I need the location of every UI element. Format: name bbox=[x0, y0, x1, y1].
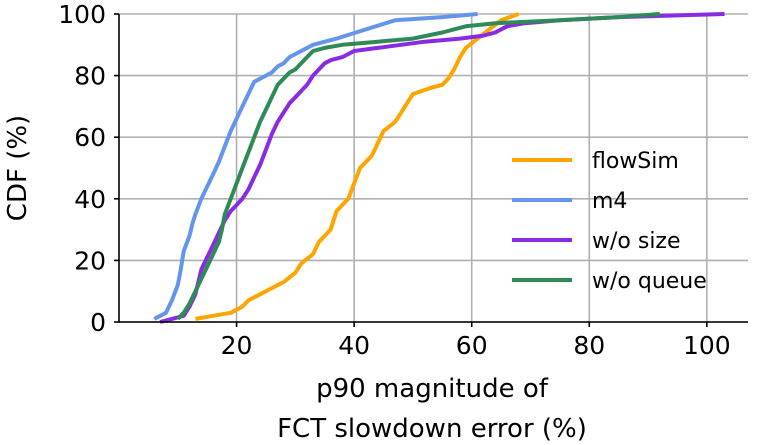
x-tick-label: 60 bbox=[456, 331, 488, 360]
series-line-2 bbox=[159, 12, 725, 324]
series-lines bbox=[153, 12, 725, 324]
x-axis-label-line-1: p90 magnitude of bbox=[316, 374, 549, 404]
legend-label-2: w/o size bbox=[592, 229, 681, 254]
y-tick-label: 60 bbox=[74, 123, 106, 152]
axes bbox=[118, 14, 748, 323]
series-line-1 bbox=[153, 12, 478, 321]
y-tick-label: 20 bbox=[74, 246, 106, 275]
x-tick-label: 40 bbox=[338, 331, 370, 360]
x-tick-label: 80 bbox=[573, 331, 605, 360]
y-tick-labels: 0 20 40 60 80 100 bbox=[58, 0, 119, 337]
legend-label-3: w/o queue bbox=[592, 269, 707, 294]
x-tick-label: 100 bbox=[683, 331, 731, 360]
legend: flowSim m4 w/o size w/o queue bbox=[512, 149, 707, 294]
x-tick-label: 20 bbox=[221, 331, 253, 360]
series-line-3 bbox=[176, 12, 660, 321]
y-tick-label: 100 bbox=[58, 0, 106, 29]
legend-label-1: m4 bbox=[592, 189, 627, 214]
y-axis-label: CDF (%) bbox=[3, 115, 33, 221]
y-tick-label: 40 bbox=[74, 185, 106, 214]
y-tick-label: 0 bbox=[90, 308, 106, 337]
y-tick-label: 80 bbox=[74, 62, 106, 91]
series-line-0 bbox=[195, 12, 520, 321]
x-tick-labels: 20 40 60 80 100 bbox=[221, 322, 731, 360]
legend-label-0: flowSim bbox=[592, 149, 679, 174]
x-axis-label-line-2: FCT slowdown error (%) bbox=[277, 414, 587, 444]
